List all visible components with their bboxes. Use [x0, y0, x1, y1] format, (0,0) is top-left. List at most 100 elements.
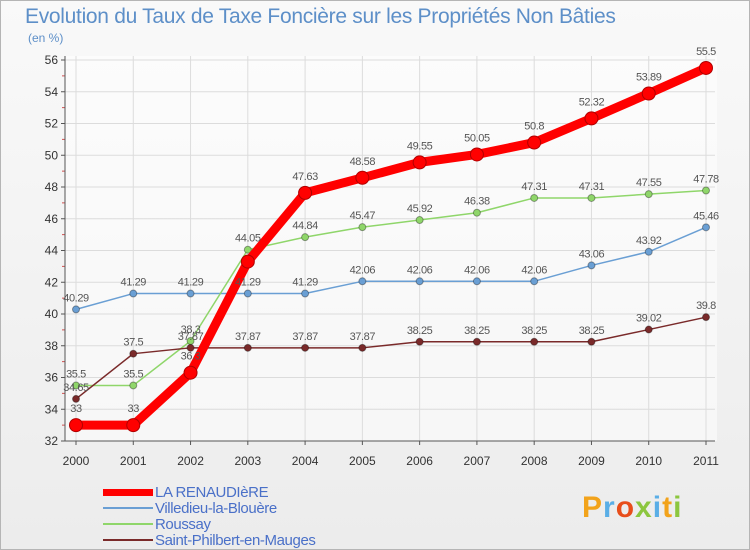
- data-label: 41.29: [292, 277, 318, 289]
- y-tick-label: 38: [45, 339, 59, 353]
- data-point: [472, 277, 481, 286]
- legend-swatch: [103, 507, 153, 509]
- data-point: [415, 277, 424, 286]
- y-tick-label: 44: [45, 244, 59, 258]
- y-tick-label: 42: [45, 275, 59, 289]
- series-line: [71, 63, 711, 430]
- data-label: 37.87: [235, 331, 261, 343]
- x-tick-label: 2000: [63, 454, 90, 468]
- data-point: [469, 147, 484, 162]
- data-label: 45.92: [407, 203, 433, 215]
- data-label: 50.05: [464, 132, 490, 144]
- brand-letter: x: [635, 491, 653, 524]
- y-tick-label: 56: [45, 53, 59, 67]
- data-label: 42.06: [350, 264, 376, 276]
- series-line: [75, 316, 707, 400]
- data-label: 37.87: [350, 331, 376, 343]
- data-point: [186, 343, 195, 352]
- x-tick-label: 2003: [234, 454, 261, 468]
- data-label: 41.29: [121, 277, 147, 289]
- x-tick-label: 2002: [177, 454, 204, 468]
- y-tick-label: 34: [45, 402, 59, 416]
- brand-letter: P: [582, 491, 604, 524]
- data-point: [412, 155, 427, 170]
- data-point: [530, 337, 539, 346]
- data-point: [530, 277, 539, 286]
- x-tick-label: 2010: [635, 454, 662, 468]
- data-label: 47.63: [292, 171, 318, 183]
- series-line: [75, 226, 707, 311]
- data-label: 40.29: [63, 292, 89, 304]
- data-point: [702, 223, 710, 232]
- data-label: 47.55: [636, 177, 662, 189]
- data-label: 38.25: [464, 325, 490, 337]
- data-point: [587, 261, 596, 270]
- data-point: [415, 216, 424, 225]
- unit-label: (en %): [28, 31, 64, 45]
- data-label: 55.5: [696, 46, 716, 58]
- data-label: 48.58: [350, 156, 376, 168]
- data-label: 50.8: [524, 121, 544, 133]
- data-point: [415, 337, 424, 346]
- data-point: [702, 313, 710, 322]
- x-tick-label: 2005: [349, 454, 376, 468]
- brand-letter: i: [673, 491, 683, 524]
- y-tick-label: 52: [45, 117, 59, 131]
- legend-label: LA RENAUDIèRE: [155, 484, 269, 501]
- y-tick-label: 50: [45, 148, 59, 162]
- x-tick-label: 2004: [292, 454, 319, 468]
- data-point: [301, 289, 310, 298]
- data-label: 39.8: [696, 300, 716, 312]
- data-label: 35.5: [66, 368, 86, 380]
- data-point: [183, 365, 198, 380]
- data-label: 47.78: [693, 173, 719, 185]
- data-point: [358, 223, 367, 232]
- x-tick-label: 2011: [693, 454, 719, 468]
- data-label: 38.25: [521, 325, 547, 337]
- data-point: [243, 343, 252, 352]
- data-label: 53.89: [636, 71, 662, 83]
- legend-swatch: [103, 539, 153, 541]
- data-point: [527, 135, 542, 150]
- data-label: 37.87: [178, 331, 204, 343]
- legend-label: Saint-Philbert-en-Mauges: [155, 532, 316, 549]
- data-label: 37.5: [123, 337, 143, 349]
- data-point: [587, 193, 596, 202]
- data-label: 42.06: [464, 264, 490, 276]
- data-point: [584, 111, 599, 126]
- data-point: [301, 233, 310, 242]
- data-label: 49.55: [407, 140, 433, 152]
- data-point: [358, 277, 367, 286]
- data-label: 44.84: [292, 220, 318, 232]
- data-label: 42.06: [407, 264, 433, 276]
- data-point: [243, 245, 252, 254]
- plot-area: [65, 56, 717, 441]
- data-label: 47.31: [579, 181, 605, 193]
- data-point: [472, 208, 481, 217]
- y-tick-label: 40: [45, 307, 59, 321]
- data-point: [587, 337, 596, 346]
- brand-letter: o: [615, 491, 636, 524]
- data-label: 45.46: [693, 210, 719, 222]
- data-label: 38.25: [407, 325, 433, 337]
- y-tick-label: 46: [45, 212, 59, 226]
- data-point: [358, 343, 367, 352]
- data-label: 42.06: [521, 264, 547, 276]
- data-label: 52.32: [579, 96, 605, 108]
- legend-swatch: [103, 489, 153, 496]
- data-point: [126, 418, 141, 433]
- data-label: 34.65: [63, 382, 89, 394]
- data-point: [72, 381, 80, 390]
- y-tick-label: 36: [45, 371, 59, 385]
- data-point: [702, 186, 710, 195]
- x-tick-label: 2001: [120, 454, 147, 468]
- data-label: 38.25: [579, 325, 605, 337]
- data-point: [129, 381, 138, 390]
- legend-label: Roussay: [155, 516, 211, 533]
- data-point: [72, 394, 80, 403]
- x-tick-label: 2007: [464, 454, 491, 468]
- data-label: 41.29: [235, 277, 261, 289]
- legend-swatch: [103, 523, 153, 525]
- data-point: [129, 289, 138, 298]
- data-label: 35.5: [123, 368, 143, 380]
